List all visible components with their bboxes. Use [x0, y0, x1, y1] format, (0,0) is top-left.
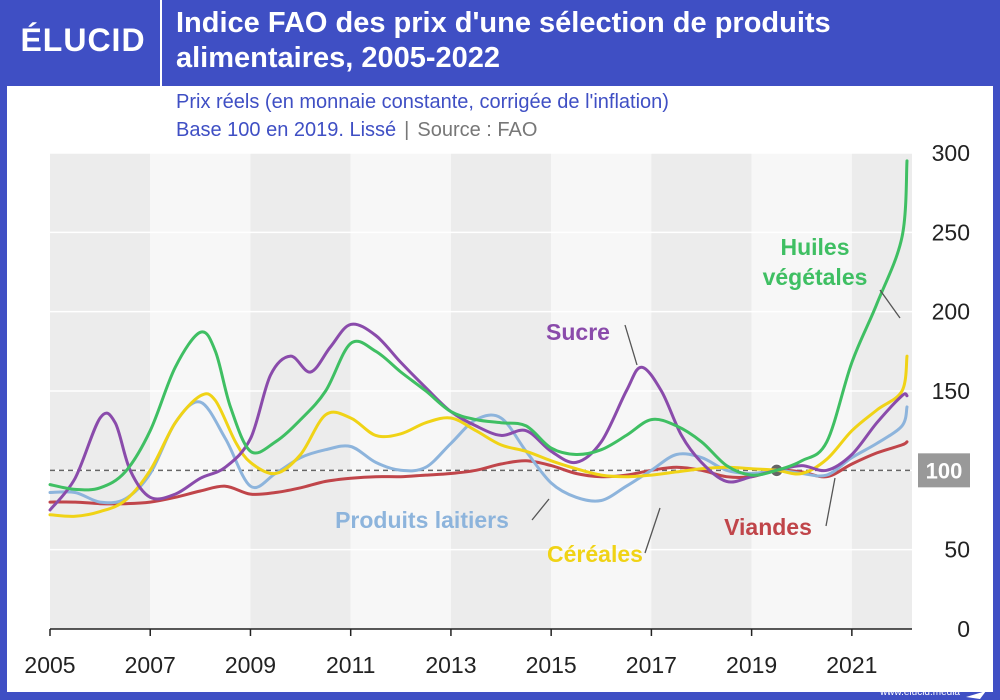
x-tick-label: 2009: [225, 652, 276, 678]
header-bar: [0, 0, 1000, 86]
y-tick-label: 250: [932, 219, 970, 245]
y-tick-label: 200: [932, 299, 970, 325]
logo-divider: [160, 0, 162, 86]
series-line: [48, 159, 909, 492]
axes: 2005 2007 2009 2011 2013 2015 2017 2019 2021 0 50 1…: [24, 140, 970, 678]
x-tick-label: 2015: [526, 652, 577, 678]
x-tick-label: 2005: [24, 652, 75, 678]
y-tick-label: 150: [932, 378, 970, 404]
series-label: Sucre: [546, 319, 610, 345]
reference-badge: [918, 453, 970, 488]
label-leader: [825, 477, 836, 527]
series-label: Céréales: [547, 541, 643, 567]
series-label: Produits laitiers: [335, 507, 509, 533]
series-labels: Huiles végétales Sucre Céréales Produits lai…: [335, 234, 867, 567]
x-tick-label: 2007: [125, 652, 176, 678]
x-tick-label: 2011: [326, 652, 375, 678]
frame-right: [993, 0, 1000, 700]
reference-label: 100: [926, 458, 963, 483]
y-tick-label: 0: [957, 616, 970, 642]
footer-url: www.elucid.media: [879, 687, 960, 698]
y-tick-label: 50: [944, 537, 970, 563]
x-tick-label: 2021: [826, 652, 877, 678]
separator: |: [404, 119, 410, 141]
x-tick-label: 2019: [726, 652, 777, 678]
label-leaders: [531, 289, 901, 554]
x-tick-label: 2013: [425, 652, 476, 678]
label-leader: [624, 324, 638, 366]
label-leader: [644, 507, 661, 554]
chart-title: Indice FAO des prix d'une sélection de p…: [176, 7, 831, 74]
y-tick-label: 300: [932, 140, 970, 166]
brand-logo: ÉLUCID: [20, 22, 146, 58]
series-lines: [48, 159, 909, 518]
paper-plane-icon: [966, 691, 986, 699]
source-note: Source : FAO: [417, 119, 538, 141]
series-label: Viandes: [724, 514, 812, 540]
label-leader: [879, 289, 901, 319]
label-leader: [531, 498, 550, 521]
series-label: Huiles: [780, 234, 849, 260]
series-label: végétales: [763, 264, 868, 290]
frame-left: [0, 0, 7, 700]
chart-subtitle-base: Base 100 en 2019. Lissé | Source : FAO: [176, 119, 537, 142]
chart-subtitle: Prix réels (en monnaie constante, corrig…: [176, 91, 669, 113]
base-note: Base 100 en 2019. Lissé: [176, 119, 397, 141]
x-tick-label: 2017: [626, 652, 677, 678]
footer-bar: [0, 692, 1000, 700]
